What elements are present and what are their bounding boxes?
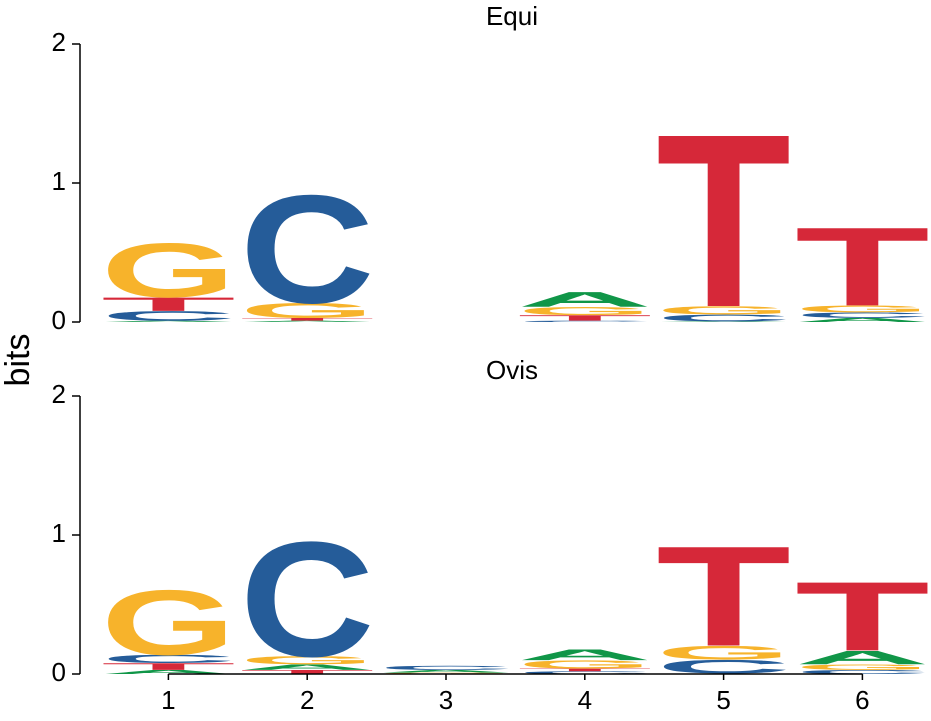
logo-letter: T (101, 661, 236, 672)
logo-letter: C (101, 308, 236, 323)
logo-letter: A (795, 647, 930, 668)
logo-letter: G (101, 227, 236, 313)
logo-letter: A (656, 321, 791, 322)
logo-letter: A (240, 320, 375, 322)
logo-letter: G (656, 642, 791, 663)
logo-letter: A (517, 288, 652, 312)
logo-letter: G (101, 572, 236, 675)
y-tick-label: 2 (52, 379, 66, 409)
logo-letter: A (517, 646, 652, 663)
logo-letter: C (656, 656, 791, 677)
x-tick-label: 4 (578, 685, 592, 715)
x-tick-label: 5 (716, 685, 730, 715)
y-tick-label: 0 (52, 305, 66, 335)
logo-letter: C (240, 162, 375, 335)
logo-letter: C (656, 313, 791, 324)
logo-letter: T (240, 669, 375, 675)
logo-letter: T (517, 314, 652, 323)
logo-letter: C (240, 507, 375, 691)
logo-letter: T (517, 668, 652, 672)
panel-title: Equi (486, 1, 538, 31)
logo-letter: T (101, 294, 236, 315)
logo-letter: A (379, 669, 514, 673)
logo-letter: T (240, 317, 375, 321)
logo-letter: A (240, 663, 375, 672)
logo-letter: C (517, 320, 652, 322)
logo-letter: A (101, 320, 236, 322)
logo-letter: G (240, 299, 375, 323)
logo-letter: T (795, 562, 930, 672)
logo-letter: G (795, 663, 930, 672)
logo-letter: C (379, 665, 514, 671)
panel-title: Ovis (486, 355, 538, 385)
y-tick-label: 1 (52, 166, 66, 196)
y-tick-label: 1 (52, 518, 66, 548)
logo-letter: G (517, 658, 652, 671)
logo-letter: C (795, 311, 930, 320)
logo-letter: C (101, 653, 236, 666)
logo-letter: G (240, 654, 375, 667)
y-axis-label: bits (0, 334, 37, 387)
logo-letter: A (795, 317, 930, 323)
x-tick-label: 6 (855, 685, 869, 715)
x-tick-label: 2 (300, 685, 314, 715)
logo-letter: G (517, 305, 652, 318)
logo-letter: A (101, 669, 236, 675)
logo-letter: T (656, 517, 791, 677)
x-tick-label: 3 (439, 685, 453, 715)
logo-letter: C (795, 669, 930, 675)
logo-letter: C (517, 671, 652, 675)
x-tick-label: 1 (161, 685, 175, 715)
logo-letter: G (656, 304, 791, 317)
logo-letter: T (656, 82, 791, 359)
y-tick-label: 0 (52, 657, 66, 687)
y-tick-label: 2 (52, 27, 66, 57)
logo-letter: T (795, 205, 930, 329)
logo-letter: G (795, 304, 930, 315)
